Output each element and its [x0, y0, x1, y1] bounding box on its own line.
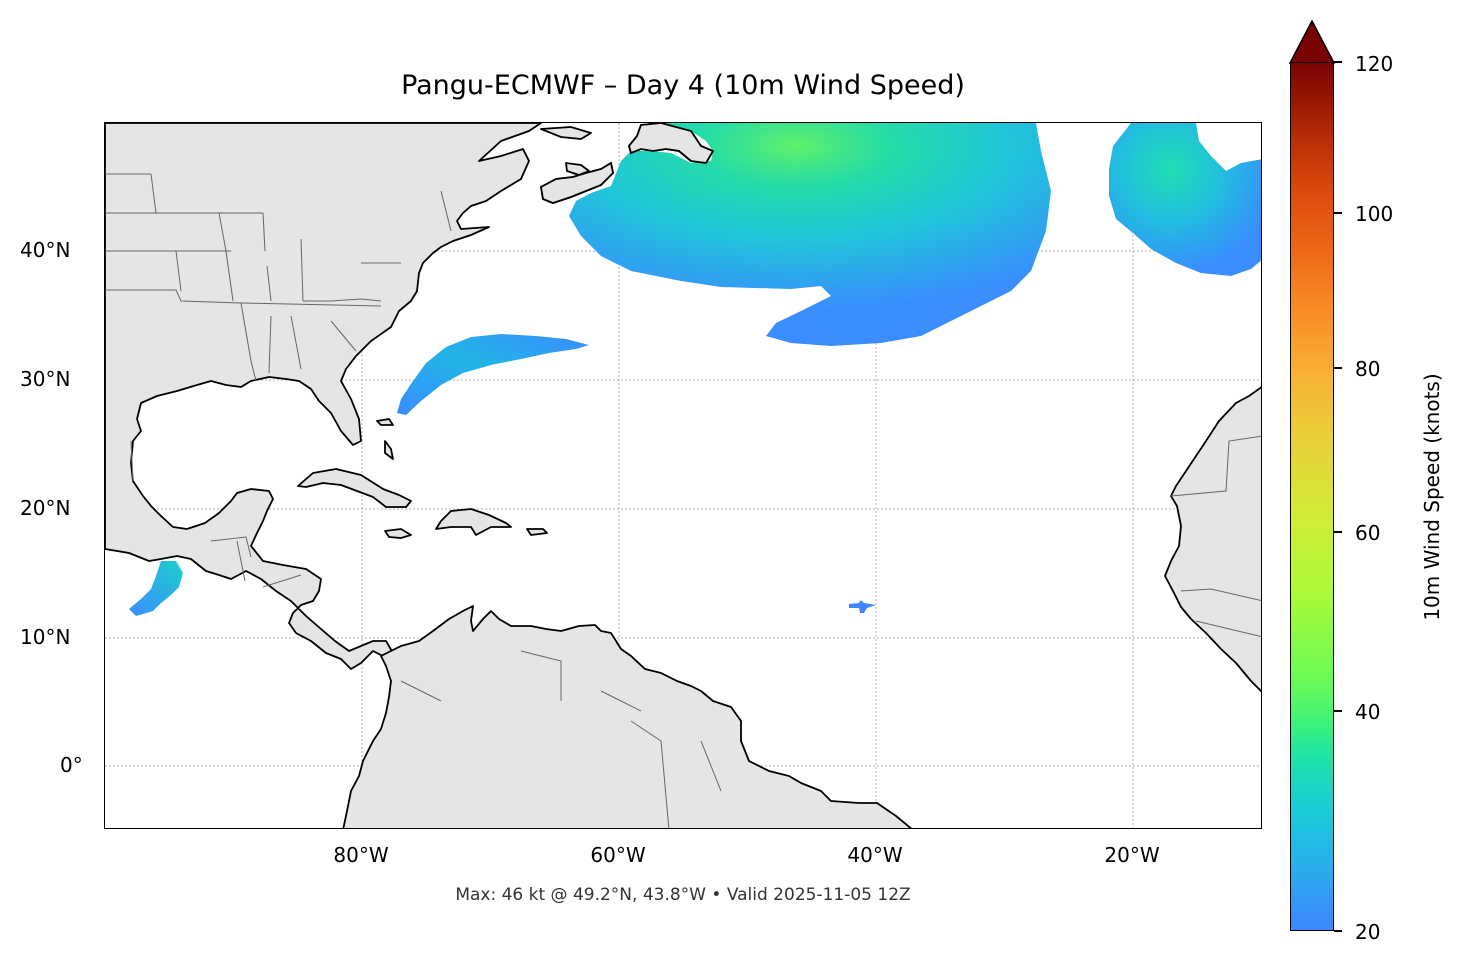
colorbar-tick: [1334, 930, 1342, 932]
lat-tick-20n: 20°N: [20, 496, 71, 520]
colorbar-tick: [1334, 61, 1342, 63]
colorbar-label: 10m Wind Speed (knots): [1420, 373, 1444, 621]
lat-tick-30n: 30°N: [20, 367, 71, 391]
lon-tick-20w: 20°W: [1104, 843, 1160, 867]
wind-north-atlantic-low: [541, 123, 1051, 346]
lat-tick-40n: 40°N: [20, 238, 71, 262]
lon-tick-80w: 80°W: [333, 843, 389, 867]
lon-tick-40w: 40°W: [847, 843, 903, 867]
colorbar-tick: [1334, 367, 1342, 369]
colorbar-tick-label-20: 20: [1355, 920, 1381, 944]
colorbar-tick-label-40: 40: [1355, 700, 1381, 724]
max-wind-footnote: Max: 46 kt @ 49.2°N, 43.8°W • Valid 2025…: [455, 885, 911, 905]
map-panel[interactable]: [104, 122, 1262, 829]
wind-tehuantepec: [129, 561, 183, 616]
chart-title: Pangu-ECMWF – Day 4 (10m Wind Speed): [401, 70, 965, 101]
wind-northeast-atlantic: [1109, 123, 1261, 276]
colorbar: [1290, 62, 1334, 931]
wind-small-patch: [849, 600, 876, 613]
lon-tick-60w: 60°W: [590, 843, 646, 867]
colorbar-tick: [1334, 710, 1342, 712]
admin-borders: [105, 173, 1261, 828]
colorbar-extend-arrow-icon: [1289, 20, 1335, 64]
colorbar-tick-label-100: 100: [1355, 202, 1394, 226]
wind-speed-field: [129, 123, 1261, 616]
lat-tick-10n: 10°N: [20, 625, 71, 649]
map-canvas: [105, 123, 1261, 828]
colorbar-tick-label-120: 120: [1355, 52, 1394, 76]
wind-southeast-us-band: [397, 334, 589, 415]
colorbar-tick: [1334, 531, 1342, 533]
colorbar-tick-label-60: 60: [1355, 521, 1381, 545]
colorbar-tick-label-80: 80: [1355, 357, 1381, 381]
colorbar-tick: [1334, 212, 1342, 214]
lat-tick-0: 0°: [60, 753, 83, 777]
